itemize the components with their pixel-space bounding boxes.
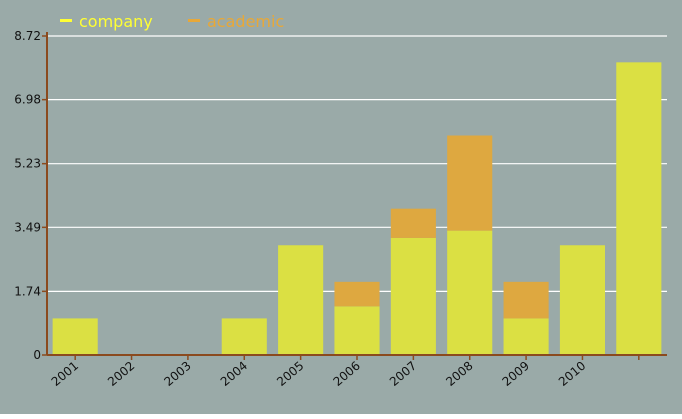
legend-swatch-company <box>60 19 72 22</box>
bar-company-2009 <box>503 318 549 355</box>
bar-company-2006 <box>334 306 380 355</box>
legend-swatch-academic <box>188 19 200 22</box>
bar-company-2010 <box>559 245 605 355</box>
bar-company-2004 <box>221 318 267 355</box>
bar-company-2005 <box>278 245 324 355</box>
y-tick-label: 5.23 <box>14 157 41 171</box>
bar-academic-2008 <box>447 135 493 231</box>
bar-academic-2007 <box>390 208 436 238</box>
legend: company academic <box>60 12 284 31</box>
bar-layer <box>52 62 662 356</box>
bar-academic-2006 <box>334 281 380 307</box>
bar-company-2001 <box>52 318 98 355</box>
y-tick-label: 1.74 <box>14 284 41 298</box>
bar-company-2008 <box>447 230 493 355</box>
legend-label-academic: academic <box>207 12 284 31</box>
bar-academic-2009 <box>503 281 549 319</box>
legend-label-company: company <box>79 12 153 31</box>
y-tick-label: 3.49 <box>14 220 41 234</box>
bar-company-col11 <box>616 62 662 356</box>
bar-company-2007 <box>390 237 436 355</box>
y-tick-label: 8.72 <box>14 29 41 43</box>
y-tick-label: 0 <box>33 348 41 362</box>
y-tick-label: 6.98 <box>14 93 41 107</box>
